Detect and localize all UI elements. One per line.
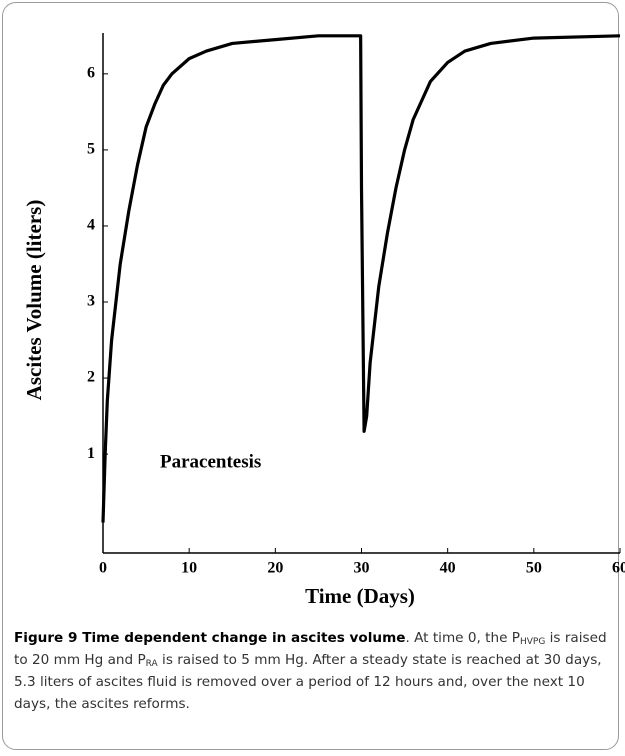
y-tick-label: 2 xyxy=(87,369,95,386)
x-tick-label: 50 xyxy=(526,560,542,577)
y-tick-label: 6 xyxy=(87,65,95,82)
x-tick-label: 60 xyxy=(612,560,625,577)
caption-text: is raised to 5 mm Hg. After a steady sta… xyxy=(14,652,602,712)
annotation: Paracentesis xyxy=(160,451,261,472)
x-tick-label: 40 xyxy=(440,560,456,577)
line-series xyxy=(101,34,621,523)
chart: Paracentesis Time (Days) Ascites Volume … xyxy=(22,33,625,608)
y-tick-label: 5 xyxy=(87,141,95,158)
caption: Figure 9 Time dependent change in ascite… xyxy=(14,627,612,715)
x-tick-label: 10 xyxy=(181,560,197,577)
x-tick-label: 20 xyxy=(267,560,283,577)
x-tick-label: 30 xyxy=(354,560,370,577)
y-tick-label: 4 xyxy=(87,217,95,234)
y-tick-label: 1 xyxy=(87,445,95,462)
x-axis-label: Time (Days) xyxy=(305,584,415,608)
caption-title: Figure 9 Time dependent change in ascite… xyxy=(14,630,406,646)
caption-subscript: HVPG xyxy=(520,637,546,647)
caption-subscript: RA xyxy=(145,659,158,669)
y-tick-label: 3 xyxy=(87,293,95,310)
caption-text: is raised to 20 mm Hg and P xyxy=(14,630,607,668)
caption-text: . At time 0, the P xyxy=(405,630,520,646)
figure-frame xyxy=(2,2,619,750)
y-axis-label: Ascites Volume (liters) xyxy=(22,200,46,401)
x-tick-label: 0 xyxy=(99,560,107,577)
